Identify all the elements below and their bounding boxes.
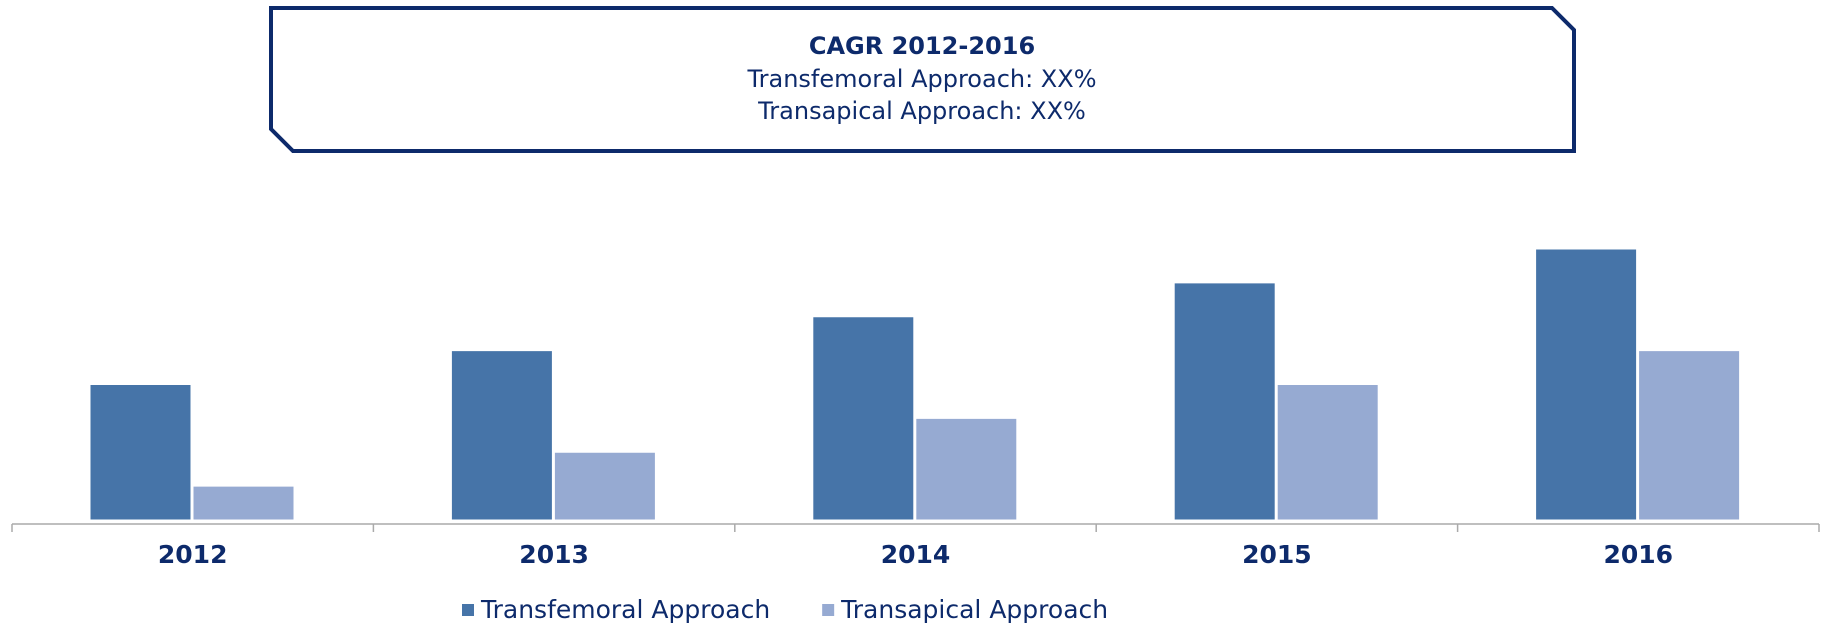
x-tick-label: 2012 (158, 540, 228, 569)
bar (1638, 350, 1741, 521)
legend-swatch (822, 604, 835, 616)
bar (553, 451, 656, 521)
bar (450, 350, 553, 521)
bar (1535, 248, 1638, 521)
cagr-line: Transapical Approach: XX% (757, 97, 1086, 125)
cagr-title: CAGR 2012-2016 (809, 32, 1035, 60)
x-tick-label: 2015 (1242, 540, 1312, 569)
bar (812, 316, 915, 521)
cagr-line: Transfemoral Approach: XX% (747, 65, 1097, 93)
bar (1276, 384, 1379, 521)
legend-swatch (462, 604, 474, 616)
x-tick-label: 2014 (881, 540, 951, 569)
cagr-box (269, 6, 1576, 153)
bar (1173, 282, 1276, 521)
legend-label: Transapical Approach (840, 595, 1108, 624)
legend-label: Transfemoral Approach (480, 595, 770, 624)
bar (915, 417, 1018, 521)
x-tick-label: 2016 (1604, 540, 1674, 569)
bar (89, 384, 192, 521)
x-tick-label: 2013 (519, 540, 589, 569)
bar (192, 485, 295, 521)
